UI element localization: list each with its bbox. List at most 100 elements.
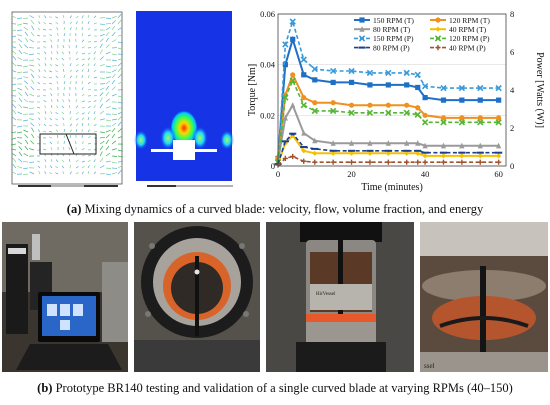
velocity-vector bbox=[24, 91, 29, 97]
series-80-rpm-p bbox=[274, 132, 503, 166]
data-point bbox=[459, 115, 465, 121]
data-point bbox=[440, 115, 447, 121]
motor-housing bbox=[300, 222, 382, 242]
velocity-vector bbox=[11, 29, 17, 32]
data-point bbox=[301, 95, 307, 101]
blade-closeup-svg: ssel bbox=[420, 222, 548, 372]
velocity-vector bbox=[29, 93, 35, 97]
velocity-vector bbox=[16, 29, 23, 31]
velocity-vector bbox=[63, 146, 65, 151]
vessel-rim bbox=[420, 352, 548, 372]
velocity-vector bbox=[117, 121, 122, 127]
velocity-vector bbox=[17, 111, 23, 115]
series-line bbox=[277, 132, 499, 165]
velocity-vector bbox=[49, 141, 53, 145]
velocity-vector bbox=[105, 44, 110, 49]
velocity-vector bbox=[50, 159, 53, 163]
data-point bbox=[477, 119, 484, 126]
velocity-vector bbox=[43, 46, 47, 49]
velocity-vector bbox=[117, 135, 123, 139]
data-point bbox=[367, 140, 373, 146]
velocity-vector bbox=[111, 93, 117, 97]
velocity-vector bbox=[87, 81, 91, 85]
base-flange bbox=[296, 342, 386, 372]
velocity-vector bbox=[111, 161, 117, 164]
legend-label: 40 RPM (T) bbox=[449, 25, 487, 34]
data-point bbox=[477, 159, 483, 165]
velocity-vector bbox=[99, 63, 105, 67]
data-point bbox=[459, 142, 465, 149]
velocity-vector bbox=[31, 133, 35, 139]
data-point bbox=[385, 82, 391, 88]
beaker-brand-text: ssel bbox=[424, 362, 435, 370]
velocity-vector bbox=[17, 131, 23, 134]
velocity-vector bbox=[105, 22, 111, 25]
velocity-vector bbox=[11, 83, 17, 86]
bolt bbox=[239, 243, 245, 249]
velocity-vector bbox=[23, 80, 29, 85]
data-point bbox=[477, 142, 483, 149]
velocity-vector bbox=[75, 166, 79, 169]
velocity-vector bbox=[117, 149, 123, 152]
domain-border bbox=[11, 11, 123, 185]
data-point bbox=[440, 159, 447, 165]
velocity-vector bbox=[10, 131, 17, 133]
velocity-vector bbox=[30, 140, 35, 145]
data-point bbox=[312, 137, 318, 144]
velocity-vector bbox=[49, 34, 53, 37]
impeller-shaft bbox=[195, 256, 199, 336]
caption-a-label: (a) bbox=[66, 202, 82, 216]
lab-setup-photo bbox=[2, 222, 128, 372]
velocity-vector bbox=[69, 75, 73, 79]
velocity-vector bbox=[81, 106, 85, 109]
velocity-vector bbox=[11, 35, 17, 38]
velocity-vector bbox=[105, 31, 110, 37]
wall-plume bbox=[134, 130, 148, 150]
velocity-vector bbox=[42, 41, 47, 43]
data-point bbox=[312, 150, 318, 156]
velocity-vector bbox=[56, 51, 59, 55]
velocity-vector bbox=[69, 129, 73, 133]
data-point bbox=[458, 119, 466, 126]
impeller-blade bbox=[151, 149, 217, 152]
velocity-vector bbox=[99, 87, 105, 91]
velocity-vector bbox=[17, 87, 23, 91]
side-plume bbox=[160, 126, 176, 150]
velocity-vector bbox=[93, 76, 97, 79]
x-tick-label: 40 bbox=[421, 169, 430, 179]
velocity-vector bbox=[11, 45, 17, 49]
velocity-vector bbox=[49, 16, 53, 19]
velocity-vector bbox=[29, 64, 35, 67]
y2-tick-label: 6 bbox=[510, 47, 514, 57]
data-point bbox=[367, 102, 373, 108]
velocity-vector bbox=[117, 101, 123, 104]
velocity-vector bbox=[117, 81, 123, 85]
velocity-vector bbox=[105, 139, 109, 145]
data-point bbox=[404, 82, 410, 88]
bolt bbox=[145, 311, 151, 317]
velocity-vector bbox=[87, 165, 90, 169]
curved-blade bbox=[439, 316, 529, 328]
velocity-vector bbox=[75, 112, 79, 115]
velocity-vector bbox=[75, 75, 78, 79]
series-line bbox=[277, 35, 499, 159]
velocity-vector bbox=[61, 63, 65, 67]
velocity-vector bbox=[75, 44, 77, 49]
vector-field bbox=[10, 13, 124, 176]
velocity-vector bbox=[111, 69, 117, 73]
velocity-vector bbox=[11, 143, 17, 146]
velocity-vector bbox=[69, 117, 72, 121]
cabinet bbox=[102, 262, 128, 342]
y2-tick-label: 2 bbox=[510, 123, 514, 133]
data-point bbox=[359, 17, 365, 23]
velocity-vector bbox=[99, 49, 103, 55]
velocity-vector bbox=[105, 85, 110, 91]
velocity-vector bbox=[29, 15, 35, 19]
velocity-vector bbox=[23, 119, 29, 122]
data-point bbox=[301, 129, 307, 136]
contour-svg bbox=[134, 11, 234, 187]
lower-vessel bbox=[306, 322, 376, 342]
velocity-vector bbox=[93, 171, 97, 175]
velocity-vector bbox=[37, 81, 41, 85]
velocity-vector bbox=[51, 98, 53, 103]
